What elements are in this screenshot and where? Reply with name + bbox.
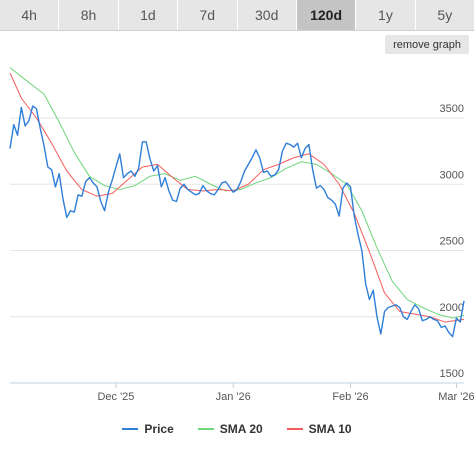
x-tick-label: Mar '26 (438, 391, 474, 403)
y-tick-label: 3000 (440, 169, 464, 181)
y-tick-label: 1500 (440, 368, 464, 380)
legend-label: Price (144, 422, 174, 436)
time-range-selector: 4h 8h 1d 7d 30d 120d 1y 5y (0, 0, 474, 31)
series-line-sma-20 (9, 67, 465, 319)
range-tab-120d[interactable]: 120d (296, 0, 357, 30)
remove-graph-button[interactable]: remove graph (385, 35, 469, 54)
chart-legend: Price SMA 20 SMA 10 (0, 420, 474, 438)
series-line-price (9, 105, 465, 338)
y-tick-label: 2500 (440, 236, 464, 248)
range-tab-1d[interactable]: 1d (118, 0, 179, 30)
legend-item-sma-10[interactable]: SMA 10 (286, 422, 352, 436)
y-tick-label: 3500 (440, 103, 464, 115)
range-tab-5y[interactable]: 5y (415, 0, 474, 30)
range-tab-1y[interactable]: 1y (356, 0, 416, 30)
range-tab-8h[interactable]: 8h (59, 0, 119, 30)
y-tick-label: 2000 (440, 302, 464, 314)
legend-label: SMA 20 (219, 422, 263, 436)
legend-label: SMA 10 (308, 422, 352, 436)
x-tick-label: Jan '26 (216, 391, 251, 403)
legend-swatch (197, 428, 214, 430)
legend-item-sma-20[interactable]: SMA 20 (197, 422, 263, 436)
x-tick-label: Feb '26 (332, 391, 368, 403)
x-tick-label: Dec '25 (97, 391, 134, 403)
range-tab-7d[interactable]: 7d (178, 0, 238, 30)
legend-swatch (122, 428, 139, 430)
series-line-sma-10 (9, 72, 465, 323)
legend-swatch (286, 428, 303, 430)
chart-series (9, 67, 465, 338)
x-axis: Dec '25 Jan '26 Feb '26 Mar '26 (97, 383, 474, 403)
range-tab-4h[interactable]: 4h (0, 0, 60, 30)
legend-item-price[interactable]: Price (122, 422, 174, 436)
y-axis: 1500 2000 2500 3000 3500 (440, 103, 464, 380)
range-tab-30d[interactable]: 30d (237, 0, 297, 30)
